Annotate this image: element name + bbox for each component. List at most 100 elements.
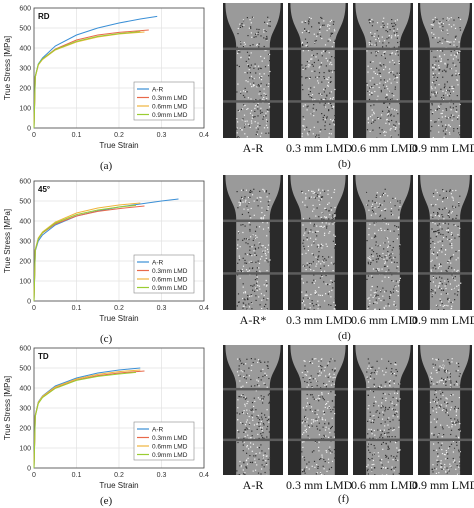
speckle	[302, 116, 304, 118]
speckle	[243, 370, 245, 372]
speckle	[313, 309, 315, 310]
speckle	[322, 189, 324, 191]
speckle	[257, 284, 259, 287]
speckle	[313, 419, 315, 421]
speckle	[259, 304, 261, 306]
speckle	[374, 467, 376, 469]
speckle	[375, 244, 377, 246]
speckle	[251, 302, 253, 304]
speckle	[247, 457, 249, 459]
speckle	[458, 41, 460, 43]
speckle	[390, 82, 392, 84]
speckle	[316, 263, 318, 265]
speckle	[387, 246, 389, 248]
speckle	[316, 134, 318, 136]
specimen-photo	[418, 175, 472, 310]
specimen-photo	[223, 345, 283, 475]
speckle	[388, 37, 390, 39]
speckle	[438, 118, 440, 120]
speckle	[383, 242, 385, 244]
speckle	[387, 408, 389, 410]
speckle	[367, 263, 369, 265]
speckle	[257, 108, 259, 110]
speckle	[237, 83, 239, 85]
speckle	[331, 216, 333, 218]
speckle	[322, 24, 324, 26]
speckle	[385, 97, 387, 99]
speckle	[371, 237, 373, 239]
speckle	[458, 451, 460, 453]
speckle	[312, 54, 315, 57]
speckle	[318, 22, 320, 24]
speckle	[448, 299, 450, 301]
speckle	[454, 406, 456, 408]
speckle	[247, 254, 249, 256]
speckle	[251, 246, 253, 248]
speckle	[252, 419, 254, 421]
speckle	[391, 98, 393, 100]
panel-tag: 45°	[38, 185, 50, 194]
speckle	[387, 245, 390, 247]
speckle	[264, 252, 266, 255]
speckle	[303, 248, 306, 250]
speckle	[316, 246, 318, 248]
speckle	[438, 447, 440, 449]
speckle	[261, 218, 263, 220]
speckle	[432, 64, 434, 66]
speckle	[396, 19, 398, 21]
speckle	[387, 445, 389, 447]
speckle	[394, 86, 396, 88]
speckle	[458, 289, 460, 291]
speckle	[246, 205, 248, 207]
speckle	[263, 45, 265, 48]
speckle	[325, 450, 327, 452]
speckle	[313, 126, 315, 128]
speckle	[384, 130, 386, 133]
speckle	[436, 405, 438, 407]
speckle	[333, 383, 335, 385]
speckle	[256, 289, 258, 291]
speckle	[264, 374, 266, 376]
speckle	[388, 428, 390, 431]
speckle	[263, 396, 265, 398]
speckle	[454, 38, 457, 41]
speckle	[266, 308, 268, 310]
speckle	[445, 304, 447, 306]
y-tick-label: 200	[19, 259, 31, 266]
speckle	[433, 91, 435, 93]
speckle	[447, 447, 450, 449]
speckle	[260, 427, 262, 429]
speckle	[459, 50, 461, 52]
speckle	[334, 370, 336, 372]
speckle	[367, 71, 369, 73]
speckle	[250, 27, 252, 29]
speckle	[320, 16, 322, 19]
speckle	[388, 381, 390, 383]
speckle	[388, 436, 390, 438]
speckle	[453, 130, 455, 132]
speckle	[430, 248, 432, 250]
speckle	[269, 401, 271, 403]
speckle	[436, 257, 438, 259]
speckle	[304, 370, 306, 372]
speckle	[371, 91, 373, 94]
speckle	[240, 24, 242, 26]
speckle	[394, 285, 396, 287]
speckle	[443, 370, 446, 372]
speckle	[434, 243, 436, 245]
speckle	[441, 302, 443, 305]
speckle	[437, 214, 439, 216]
speckle	[249, 295, 251, 297]
speckle	[243, 397, 245, 399]
speckle	[432, 410, 434, 412]
speckle	[307, 105, 309, 107]
speckle	[328, 132, 330, 135]
speckle	[392, 197, 394, 199]
speckle	[243, 410, 245, 412]
speckle	[240, 42, 242, 44]
speckle	[441, 468, 443, 470]
speckle	[394, 436, 396, 438]
speckle	[441, 449, 443, 451]
speckle	[457, 234, 459, 236]
speckle	[261, 111, 263, 113]
